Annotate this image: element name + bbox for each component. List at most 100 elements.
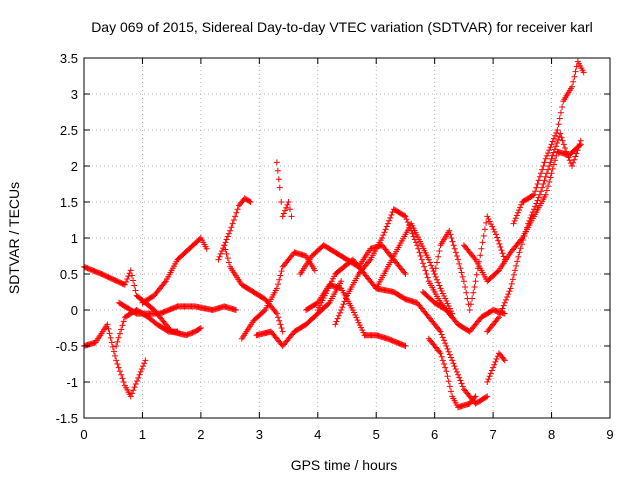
data-point <box>546 178 553 185</box>
data-point <box>551 146 558 153</box>
x-tick-label: 7 <box>489 427 496 442</box>
data-point <box>279 213 286 220</box>
data-point <box>444 373 451 380</box>
data-point <box>336 309 343 316</box>
data-point <box>402 343 409 349</box>
data-point <box>571 156 578 163</box>
data-point <box>441 337 448 344</box>
data-point <box>522 228 529 235</box>
data-point <box>109 343 116 350</box>
x-tick-label: 9 <box>606 427 613 442</box>
data-point <box>116 330 123 337</box>
data-point <box>467 301 474 308</box>
data-point <box>444 345 451 352</box>
data-point <box>489 223 496 230</box>
data-point <box>571 73 578 80</box>
data-point <box>332 321 339 328</box>
data-point <box>437 350 444 357</box>
data-point <box>485 215 492 222</box>
data-point <box>560 141 567 148</box>
data-point <box>455 371 462 378</box>
data-point <box>278 268 285 275</box>
data-point <box>338 278 345 285</box>
data-point <box>138 366 145 373</box>
data-point <box>534 197 541 204</box>
data-point <box>539 184 546 191</box>
y-tick-label: 2.5 <box>60 123 78 138</box>
data-point <box>273 310 280 317</box>
data-point <box>534 181 541 187</box>
data-point <box>230 217 237 223</box>
data-point <box>513 212 520 219</box>
data-point <box>448 388 455 395</box>
data-point <box>573 150 580 157</box>
data-point <box>125 273 132 280</box>
data-point <box>488 221 495 228</box>
series-track-j <box>253 278 345 349</box>
data-point <box>483 219 490 226</box>
data-point <box>525 220 532 227</box>
data-point <box>540 163 547 169</box>
data-point <box>501 357 508 364</box>
data-point <box>279 328 286 335</box>
data-point <box>531 191 538 198</box>
data-point <box>121 281 128 288</box>
data-point <box>435 253 442 260</box>
data-point <box>416 249 423 256</box>
data-point <box>134 377 141 384</box>
data-point <box>224 255 231 262</box>
data-points <box>81 58 587 411</box>
data-point <box>227 227 234 234</box>
data-point <box>545 166 552 173</box>
data-point <box>234 206 241 213</box>
data-point <box>548 141 555 148</box>
data-point <box>275 314 282 321</box>
data-point <box>174 328 181 335</box>
data-point <box>196 325 203 332</box>
data-point <box>417 253 424 259</box>
data-point <box>287 206 294 213</box>
data-point <box>123 278 130 285</box>
data-point <box>128 272 135 279</box>
data-point <box>276 184 283 191</box>
data-point <box>114 338 121 345</box>
data-point <box>523 224 530 231</box>
data-point <box>379 235 386 241</box>
y-tick-label: 3 <box>71 87 78 102</box>
data-point <box>349 307 356 313</box>
data-point <box>115 364 122 371</box>
data-point <box>492 358 499 365</box>
data-point <box>112 352 119 359</box>
data-point <box>531 206 538 213</box>
data-point <box>452 249 459 256</box>
data-point <box>543 170 550 177</box>
data-point <box>504 294 511 301</box>
data-point <box>436 282 443 289</box>
y-tick-label: 1.5 <box>60 195 78 210</box>
data-point <box>532 203 539 210</box>
data-point <box>353 314 360 321</box>
data-point <box>114 361 121 367</box>
data-point <box>553 129 560 136</box>
x-tick-label: 5 <box>373 427 380 442</box>
data-point <box>457 265 464 272</box>
series-track-o <box>373 285 491 407</box>
data-point <box>516 249 523 256</box>
data-point <box>311 267 318 274</box>
x-tick-label: 1 <box>139 427 146 442</box>
chart-title: Day 069 of 2015, Sidereal Day-to-day VTE… <box>91 19 593 35</box>
data-point <box>569 163 576 169</box>
series-track-f <box>215 195 254 263</box>
data-point <box>436 327 443 334</box>
data-point <box>340 301 347 308</box>
data-point <box>280 210 287 217</box>
series-track-i <box>273 159 295 220</box>
data-point <box>497 311 504 318</box>
data-point <box>443 298 450 304</box>
data-point <box>472 393 479 400</box>
data-point <box>366 258 373 265</box>
data-point <box>449 238 456 245</box>
data-point <box>352 312 359 319</box>
data-point <box>499 305 506 312</box>
series-track-h <box>238 249 318 342</box>
